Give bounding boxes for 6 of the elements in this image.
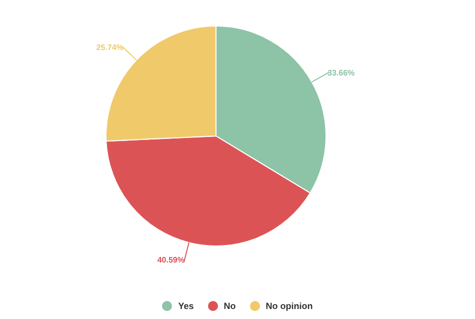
data-label: 25.74% [96,43,124,52]
legend-label: Yes [178,301,194,311]
data-label: 33.66% [328,68,355,78]
legend-label: No opinion [266,301,313,311]
data-label: 40.59% [157,256,184,265]
legend-label: No [224,301,236,311]
